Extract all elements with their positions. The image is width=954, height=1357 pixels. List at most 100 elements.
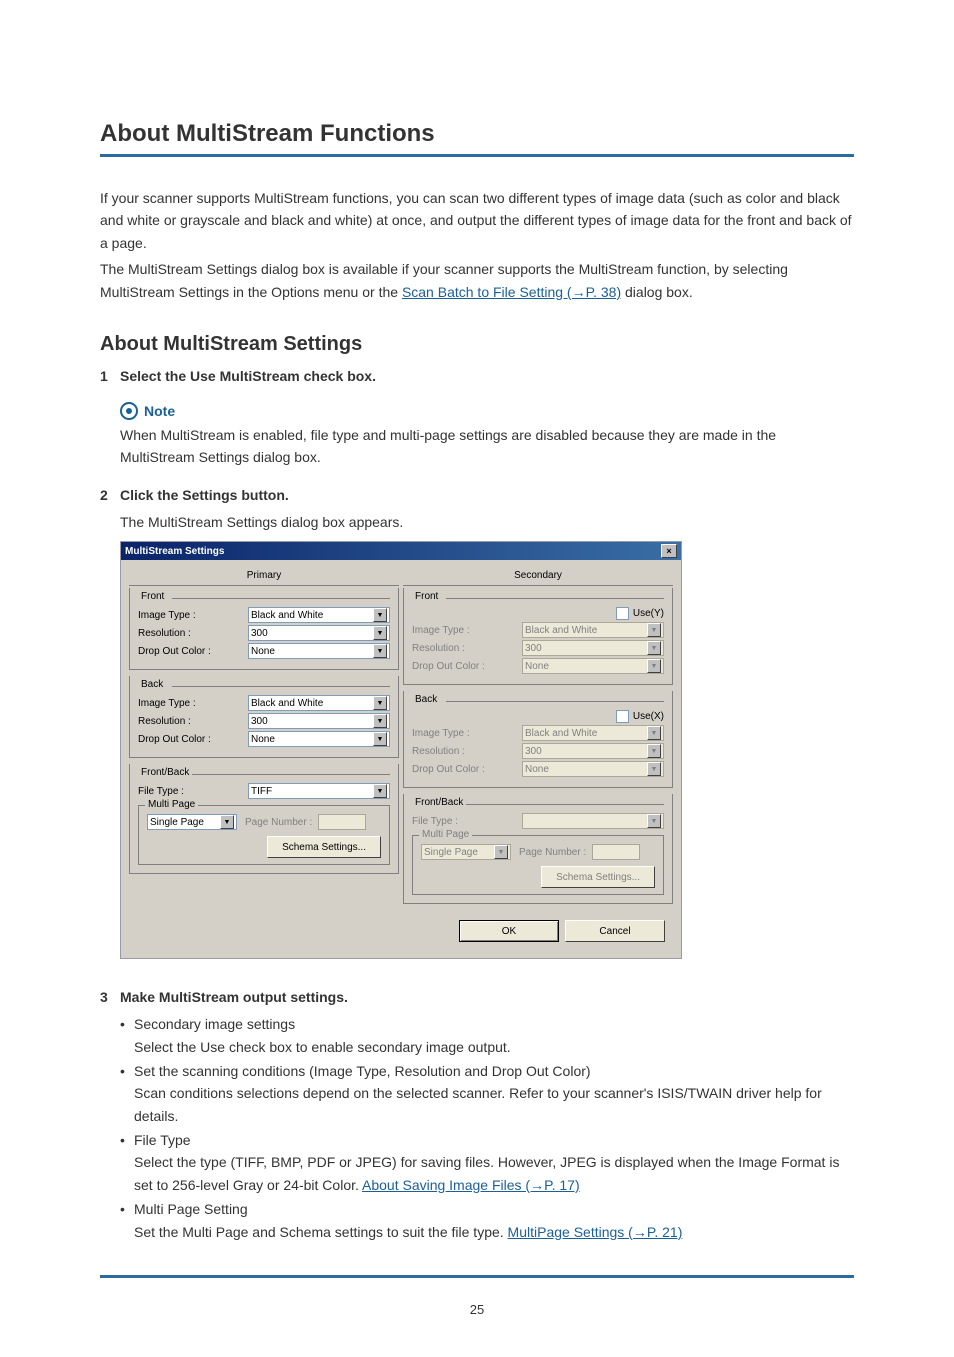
footer-rule — [100, 1275, 854, 1278]
bullet-multipage: • Multi Page Setting Set the Multi Page … — [120, 1198, 854, 1243]
label-image-type: Image Type : — [412, 728, 522, 739]
label-file-type: File Type : — [138, 786, 248, 797]
note-text: When MultiStream is enabled, file type a… — [120, 424, 854, 469]
scan-batch-link[interactable]: Scan Batch to File Setting (→P. 38) — [402, 284, 621, 300]
bullet-body: Select the Use check box to enable secon… — [134, 1039, 511, 1055]
chevron-down-icon: ▼ — [647, 726, 661, 740]
chevron-down-icon: ▼ — [373, 626, 387, 640]
dialog-columns: Primary Front Image Type : Black and Whi… — [127, 566, 675, 912]
intro-paragraph-2: The MultiStream Settings dialog box is a… — [100, 258, 854, 303]
bullet-title: Multi Page Setting — [134, 1201, 248, 1217]
step-2-sub: The MultiStream Settings dialog box appe… — [120, 511, 854, 533]
group-label: Back — [412, 694, 440, 705]
select-resolution: 300▼ — [522, 640, 664, 656]
bullet-body-a: Set the Multi Page and Schema settings t… — [134, 1224, 508, 1240]
row-resolution: Resolution : 300▼ — [138, 625, 390, 641]
select-resolution: 300▼ — [522, 743, 664, 759]
chevron-down-icon: ▼ — [373, 714, 387, 728]
close-icon[interactable]: × — [661, 544, 677, 558]
step-number: 1 — [100, 368, 120, 392]
input-page-number — [318, 814, 366, 830]
bullet-secondary-image: • Secondary image settings Select the Us… — [120, 1013, 854, 1058]
chevron-down-icon: ▼ — [373, 644, 387, 658]
row-resolution: Resolution : 300▼ — [138, 713, 390, 729]
select-image-type[interactable]: Black and White▼ — [248, 607, 390, 623]
primary-back-group: Back Image Type : Black and White▼ Resol… — [129, 676, 399, 758]
secondary-frontback-group: Front/Back File Type : ▼ Multi Page Sin — [403, 794, 673, 904]
intro-paragraph-1: If your scanner supports MultiStream fun… — [100, 187, 854, 254]
page-content: About MultiStream Functions If your scan… — [0, 0, 954, 1357]
saving-files-link[interactable]: About Saving Image Files (→P. 17) — [362, 1177, 580, 1193]
input-page-number — [592, 844, 640, 860]
note-header: Note — [120, 402, 854, 420]
primary-column: Primary Front Image Type : Black and Whi… — [127, 566, 401, 912]
row-resolution: Resolution : 300▼ — [412, 743, 664, 759]
secondary-heading: Secondary — [403, 568, 673, 586]
intro2-text-b: dialog box. — [621, 284, 693, 300]
row-image-type: Image Type : Black and White▼ — [138, 695, 390, 711]
label-resolution: Resolution : — [412, 643, 522, 654]
step-3: 3 Make MultiStream output settings. • Se… — [100, 989, 854, 1245]
schema-settings-button[interactable]: Schema Settings... — [267, 836, 381, 858]
chevron-down-icon: ▼ — [647, 814, 661, 828]
label-image-type: Image Type : — [138, 698, 248, 709]
select-multipage[interactable]: Single Page▼ — [147, 814, 237, 830]
select-resolution[interactable]: 300▼ — [248, 713, 390, 729]
use-y-checkbox[interactable]: Use(Y) — [616, 607, 664, 620]
label-resolution: Resolution : — [412, 746, 522, 757]
dialog-titlebar: MultiStream Settings × — [121, 542, 681, 560]
step-number: 3 — [100, 989, 120, 1245]
select-dropout[interactable]: None▼ — [248, 731, 390, 747]
label-image-type: Image Type : — [138, 610, 248, 621]
chevron-down-icon: ▼ — [647, 623, 661, 637]
label-dropout: Drop Out Color : — [412, 764, 522, 775]
secondary-back-group: Back Use(X) Image Type : Black and White… — [403, 691, 673, 788]
secondary-multipage-group: Multi Page Single Page▼ Page Number : Sc… — [412, 835, 664, 895]
primary-frontback-group: Front/Back File Type : TIFF▼ Multi Page — [129, 764, 399, 874]
secondary-column: Secondary Front Use(Y) Image Type : Blac… — [401, 566, 675, 912]
primary-multipage-group: Multi Page Single Page▼ Page Number : Sc… — [138, 805, 390, 865]
select-image-type[interactable]: Black and White▼ — [248, 695, 390, 711]
primary-heading: Primary — [129, 568, 399, 586]
use-x-checkbox[interactable]: Use(X) — [616, 710, 664, 723]
label-resolution: Resolution : — [138, 628, 248, 639]
cancel-button[interactable]: Cancel — [565, 920, 665, 942]
chevron-down-icon: ▼ — [373, 608, 387, 622]
select-resolution[interactable]: 300▼ — [248, 625, 390, 641]
step-3-title: Make MultiStream output settings. — [120, 989, 854, 1005]
row-file-type: File Type : TIFF▼ — [138, 783, 390, 799]
chevron-down-icon: ▼ — [647, 641, 661, 655]
ok-button[interactable]: OK — [459, 920, 559, 942]
note-icon — [120, 402, 138, 420]
step-body: Make MultiStream output settings. • Seco… — [120, 989, 854, 1245]
label-resolution: Resolution : — [138, 716, 248, 727]
row-dropout: Drop Out Color : None▼ — [412, 761, 664, 777]
bullet-body: Scan conditions selections depend on the… — [134, 1085, 822, 1123]
row-file-type: File Type : ▼ — [412, 813, 664, 829]
chevron-down-icon: ▼ — [647, 762, 661, 776]
row-dropout: Drop Out Color : None▼ — [138, 731, 390, 747]
bullet-title: Secondary image settings — [134, 1016, 295, 1032]
step-2: 2 Click the Settings button. The MultiSt… — [100, 487, 854, 963]
row-multipage: Single Page▼ Page Number : — [147, 814, 381, 830]
step-body: Select the Use MultiStream check box. — [120, 368, 854, 392]
note-label: Note — [144, 403, 175, 419]
primary-front-group: Front Image Type : Black and White▼ Reso… — [129, 588, 399, 670]
chevron-down-icon: ▼ — [373, 696, 387, 710]
chevron-down-icon: ▼ — [373, 732, 387, 746]
step-number: 2 — [100, 487, 120, 963]
row-dropout: Drop Out Color : None▼ — [138, 643, 390, 659]
select-image-type: Black and White▼ — [522, 622, 664, 638]
select-dropout: None▼ — [522, 761, 664, 777]
select-dropout[interactable]: None▼ — [248, 643, 390, 659]
row-resolution: Resolution : 300▼ — [412, 640, 664, 656]
multipage-link[interactable]: MultiPage Settings (→P. 21) — [508, 1224, 683, 1240]
select-file-type: ▼ — [522, 813, 664, 829]
row-image-type: Image Type : Black and White▼ — [412, 622, 664, 638]
chevron-down-icon: ▼ — [647, 744, 661, 758]
row-dropout: Drop Out Color : None▼ — [412, 658, 664, 674]
select-file-type[interactable]: TIFF▼ — [248, 783, 390, 799]
step-body: Click the Settings button. The MultiStre… — [120, 487, 854, 963]
heading-2: About MultiStream Settings — [100, 333, 854, 356]
label-file-type: File Type : — [412, 816, 522, 827]
